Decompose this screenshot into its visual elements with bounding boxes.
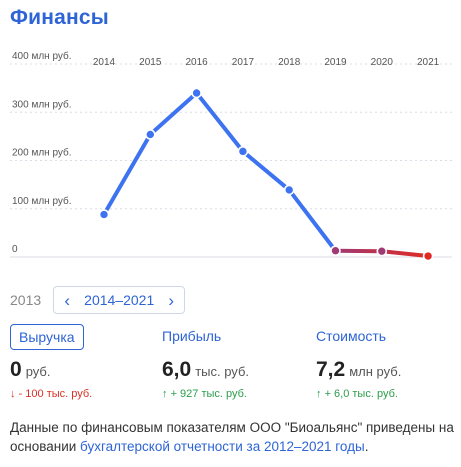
x-tick-label: 2021 [417,57,440,68]
metric-unit: руб. [25,364,51,379]
metric-unit: млн руб. [349,364,402,379]
y-tick-label: 400 млн руб. [12,50,72,62]
x-tick-label: 2016 [185,57,208,68]
x-tick-label: 2020 [371,57,394,68]
arrow-up-icon: ↑ [162,388,168,400]
year-range-selector: 2013 ‹ 2014–2021 › [10,285,186,315]
metric-delta: ↑ + 6,0 тыс. руб. [316,388,401,400]
data-point [237,146,249,157]
metric-delta-text: + 6,0 тыс. руб. [324,388,398,400]
arrow-down-icon: ↓ [10,388,16,400]
metric-value: 6,0 [162,358,192,381]
y-tick-label: 100 млн руб. [12,195,72,207]
x-tick-label: 2015 [139,57,162,68]
metric-value-row: 0 руб. [10,358,92,382]
metrics-row: Выручка 0 руб. ↓ - 100 тыс. руб. Прибыль … [10,324,460,404]
y-tick-label: 0 [12,244,18,255]
tab-profit[interactable]: Прибыль [162,328,222,344]
metric-value: 0 [10,358,22,381]
metric-profit: Прибыль 6,0 тыс. руб. ↑ + 927 тыс. руб. [162,324,249,400]
data-point [330,245,341,257]
metric-value-row: 7,2 млн руб. [316,358,401,382]
metric-delta-text: - 100 тыс. руб. [18,388,93,400]
line-chart: 0 100 млн руб. 200 млн руб. 300 млн руб. 400… [10,50,452,262]
chevron-left-icon[interactable]: ‹ [64,290,70,310]
section-title: Финансы [10,6,109,29]
data-source-note: Данные по финансовым показателям ООО "Би… [10,418,454,456]
metric-value: 7,2 [316,358,346,381]
data-point [422,250,434,262]
tab-cost[interactable]: Стоимость [316,328,387,344]
y-tick-label: 200 млн руб. [12,147,72,159]
metric-unit: тыс. руб. [195,364,250,379]
tab-revenue[interactable]: Выручка [10,324,84,350]
metric-delta-text: + 927 тыс. руб. [170,388,247,400]
y-tick-label: 300 млн руб. [12,98,72,110]
note-text: Данные по финансовым показателям ООО "Би… [10,420,454,454]
note-end: . [364,439,369,454]
x-tick-label: 2014 [93,57,116,68]
series-line [102,90,338,253]
metric-revenue: Выручка 0 руб. ↓ - 100 тыс. руб. [10,324,92,400]
data-point [283,184,295,196]
arrow-up-icon: ↑ [316,388,322,400]
range-start-year: 2013 [10,292,42,308]
metric-delta: ↑ + 927 тыс. руб. [162,388,249,400]
data-point [191,87,202,99]
x-tick-label: 2019 [324,57,347,68]
finance-chart: 0 100 млн руб. 200 млн руб. 300 млн руб. 400… [0,44,461,274]
x-tick-label: 2018 [278,57,301,68]
chevron-right-icon[interactable]: › [168,290,175,310]
data-point [145,129,156,140]
range-label: 2014–2021 [84,292,155,308]
range-box: ‹ 2014–2021 › [53,286,186,314]
metric-value-cost: Стоимость 7,2 млн руб. ↑ + 6,0 тыс. руб. [316,324,401,400]
metric-value-row: 6,0 тыс. руб. [162,358,249,382]
data-point [376,245,388,257]
metric-delta: ↓ - 100 тыс. руб. [10,388,92,400]
data-point [98,209,110,220]
x-tick-label: 2017 [232,57,255,68]
report-link[interactable]: бухгалтерской отчетности за 2012–2021 го… [80,439,365,454]
